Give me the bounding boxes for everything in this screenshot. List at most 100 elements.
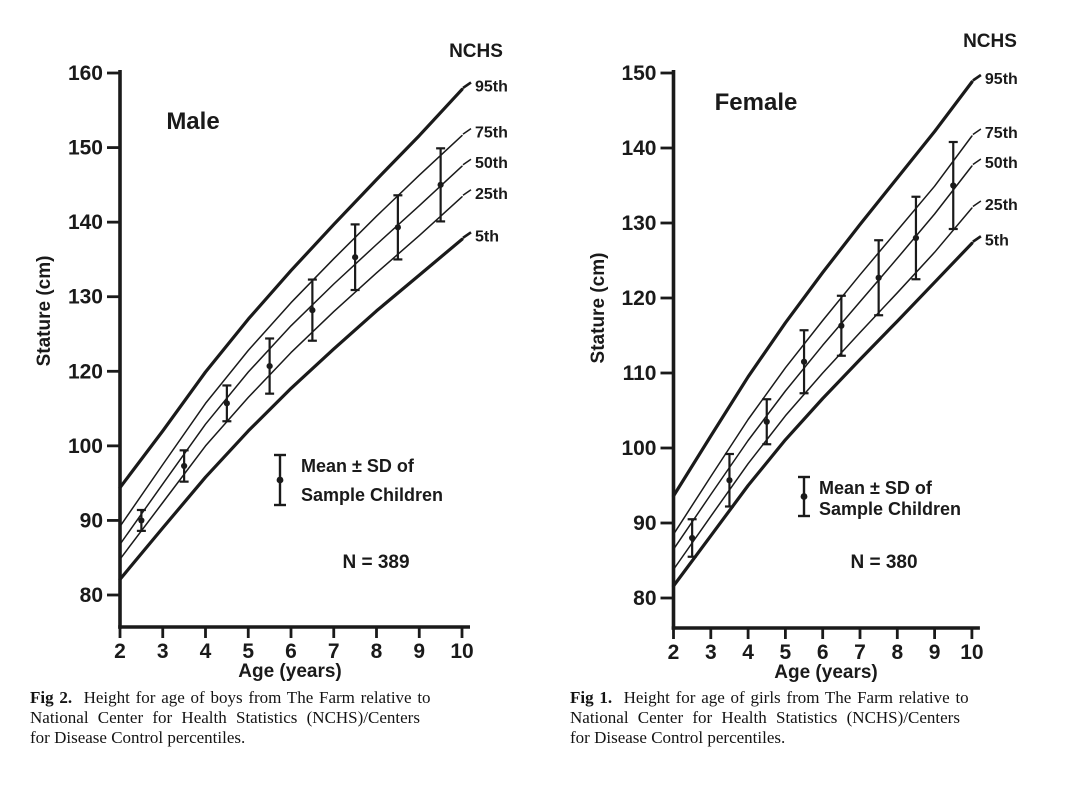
- female-growth-chart: 95th 75th 50th 25th 5th 80 90 100 110 120 130 140 15…: [588, 31, 1018, 683]
- mean-dot: [181, 462, 188, 470]
- x-tick-label: 8: [891, 641, 903, 664]
- caption-line: for Disease Control percentiles.: [570, 728, 786, 747]
- caption-text: Height for age of girls from The Farm re…: [623, 688, 969, 707]
- percentile-leader-75th: [972, 128, 982, 136]
- data-point-age-6.5: [836, 294, 846, 357]
- panel-title: Male: [166, 108, 219, 135]
- percentile-leader-95th: [462, 81, 472, 89]
- caption-line: Fig 2. Height for age of boys from The F…: [30, 688, 512, 708]
- percentile-curve-5th: [118, 237, 464, 581]
- legend-text-line1: Mean ± SD of: [819, 478, 933, 498]
- x-tick-label: 9: [929, 641, 941, 664]
- percentile-label-50th: 50th: [475, 155, 508, 172]
- percentile-label-25th: 25th: [475, 186, 508, 203]
- mean-dot: [223, 400, 230, 407]
- percentile-leader-50th: [972, 158, 982, 166]
- sample-size-label: N = 389: [342, 552, 409, 573]
- x-tick-label: 6: [285, 640, 297, 663]
- data-point-age-7.5: [350, 223, 360, 292]
- x-tick-label: 4: [742, 641, 754, 664]
- caption-line: National Center for Health Statistics (N…: [570, 708, 960, 727]
- percentile-label-95th: 95th: [985, 71, 1018, 88]
- data-point-age-4.5: [222, 384, 232, 423]
- figure-1-caption: Fig 1. Height for age of girls from The …: [570, 688, 1044, 748]
- x-tick-label: 2: [114, 640, 126, 663]
- mean-dot: [309, 307, 316, 314]
- percentile-leader-5th: [972, 235, 982, 243]
- percentile-leader-50th: [462, 158, 472, 166]
- x-tick-label: 5: [780, 641, 792, 664]
- percentile-label-75th: 75th: [985, 125, 1018, 142]
- x-tick-label: 6: [817, 641, 829, 664]
- y-tick-label: 140: [621, 137, 656, 160]
- x-tick-label: 7: [854, 641, 866, 664]
- figure-1-label: Fig 1.: [570, 688, 613, 707]
- y-tick-label: 90: [633, 512, 656, 535]
- mean-dot: [266, 362, 273, 370]
- data-point-age-8.5: [393, 194, 403, 261]
- data-point-age-7.5: [874, 239, 884, 317]
- mean-dot: [689, 534, 696, 542]
- y-tick-label: 80: [633, 587, 656, 610]
- data-point-age-9.5: [948, 140, 958, 231]
- legend-mean-dot: [800, 493, 808, 500]
- percentile-curve-95th: [671, 80, 974, 498]
- y-tick-label: 100: [68, 435, 103, 458]
- mean-dot: [394, 224, 401, 231]
- y-tick-label: 100: [621, 437, 656, 460]
- x-tick-label: 10: [960, 641, 983, 664]
- percentile-label-75th: 75th: [475, 125, 508, 142]
- mean-dot: [875, 274, 882, 281]
- legend-text-line2: Sample Children: [301, 485, 443, 505]
- data-point-age-4.5: [762, 398, 772, 446]
- y-tick-label: 130: [68, 286, 103, 309]
- mean-dot: [912, 234, 920, 242]
- legend: Mean ± SD of Sample Children: [274, 453, 443, 507]
- legend-text-line2: Sample Children: [819, 499, 961, 519]
- x-tick-label: 8: [371, 640, 383, 663]
- data-point-age-8.5: [911, 195, 921, 281]
- x-tick-label: 9: [413, 640, 425, 663]
- mean-dot: [800, 358, 808, 365]
- x-tick-label: 3: [157, 640, 169, 663]
- percentile-curve-25th: [672, 207, 973, 571]
- percentile-leader-75th: [462, 128, 472, 135]
- legend-text-line1: Mean ± SD of: [301, 456, 415, 476]
- x-tick-label: 2: [668, 641, 680, 664]
- y-tick-label: 140: [68, 211, 103, 234]
- x-tick-label: 3: [705, 641, 717, 664]
- percentile-leader-95th: [972, 73, 982, 82]
- y-axis-title: Stature (cm): [588, 253, 609, 364]
- percentile-curve-75th: [672, 135, 973, 536]
- data-point-age-9.5: [436, 147, 446, 223]
- percentile-label-5th: 5th: [985, 232, 1009, 249]
- y-axis-title: Stature (cm): [34, 256, 55, 367]
- percentile-label-25th: 25th: [985, 197, 1018, 214]
- legend-mean-dot: [276, 476, 284, 484]
- mean-dot: [138, 517, 145, 524]
- data-point-age-3.5: [724, 452, 734, 508]
- percentile-curve-5th: [671, 241, 974, 588]
- y-tick-label: 90: [80, 509, 103, 532]
- mean-dot: [763, 418, 770, 425]
- y-tick-label: 150: [68, 137, 103, 160]
- percentile-leader-25th: [462, 189, 472, 196]
- x-tick-label: 5: [242, 640, 254, 663]
- growth-charts-figure: 95th75th50th25th5th809010012013014015016…: [34, 31, 1018, 683]
- caption-line: Fig 1. Height for age of girls from The …: [570, 688, 1044, 708]
- percentile-curve-95th: [118, 87, 464, 490]
- percentile-curve-50th: [119, 165, 463, 546]
- x-axis-title: Age (years): [774, 662, 878, 683]
- data-point-age-2.5: [136, 508, 146, 532]
- y-tick-label: 80: [80, 584, 103, 607]
- x-tick-label: 4: [200, 640, 212, 663]
- percentile-curve-75th: [119, 134, 463, 528]
- percentile-leader-5th: [462, 231, 472, 239]
- x-tick-label: 10: [450, 640, 473, 663]
- mean-dot: [950, 182, 957, 189]
- percentile-label-5th: 5th: [475, 228, 499, 245]
- y-tick-label: 120: [68, 360, 103, 383]
- data-point-age-3.5: [179, 449, 189, 483]
- figure-2-label: Fig 2.: [30, 688, 73, 707]
